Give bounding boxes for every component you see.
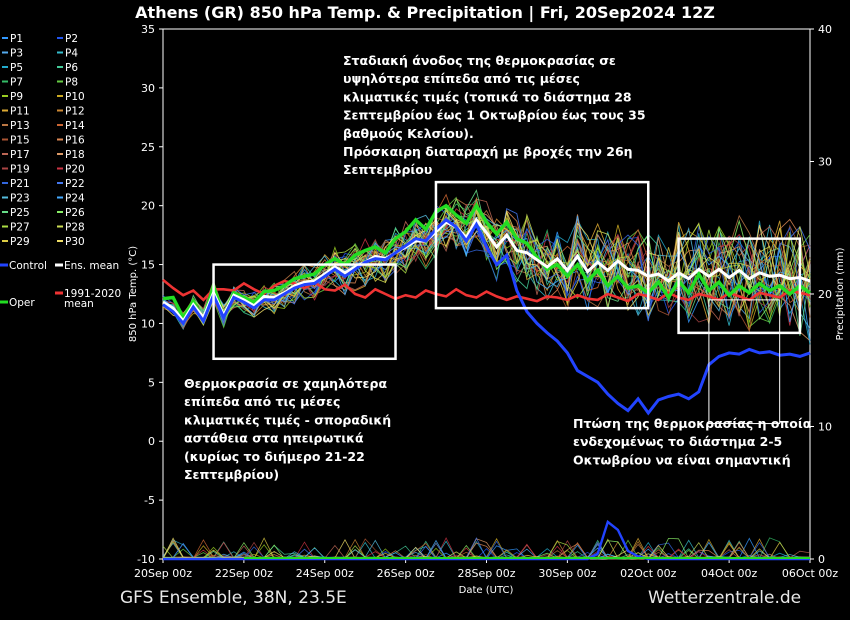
y-left-tick-label: 10 <box>141 317 155 330</box>
annotation-1-line: υψηλότερα επίπεδα από τις μέσες <box>343 71 580 86</box>
x-axis-label: Date (UTC) <box>459 585 514 596</box>
legend-label-p5: P5 <box>10 62 23 74</box>
x-tick-label: 26Sep 00z <box>377 567 435 580</box>
climate-mean-line <box>162 278 811 303</box>
footer-model-label: GFS Ensemble, 38N, 23.5E <box>120 588 347 608</box>
legend-label-p30: P30 <box>65 236 85 248</box>
annotation-4-line: Πτώση της θερμοκρασίας η οποία <box>573 416 812 431</box>
legend-label-oper: Oper <box>9 297 35 309</box>
legend-label-p19: P19 <box>10 164 30 176</box>
y-left-tick-label: 0 <box>148 435 155 448</box>
member-precip-p16 <box>162 541 810 560</box>
legend-label-p15: P15 <box>10 135 30 147</box>
member-line-p30 <box>162 210 811 320</box>
x-tick-label: 06Oct 00z <box>782 567 839 580</box>
ens-mean-line <box>162 217 811 324</box>
x-tick-label: 24Sep 00z <box>296 567 354 580</box>
y-left-tick-label: 5 <box>148 376 155 389</box>
member-line-p21 <box>162 204 811 319</box>
x-tick-label: 20Sep 00z <box>134 567 192 580</box>
y-left-tick-label: 35 <box>141 23 155 36</box>
highlight-box-2 <box>434 180 650 310</box>
legend-label-p2: P2 <box>65 33 78 45</box>
legend-label-p8: P8 <box>65 77 78 89</box>
legend-label-climate-2: mean <box>64 298 94 310</box>
legend-label-control: Control <box>9 260 47 272</box>
annotation-1-line: κλιματικές τιμές (τοπικά το διάστημα 28 <box>343 89 632 104</box>
legend-label-p4: P4 <box>65 48 78 60</box>
legend-label-p3: P3 <box>10 48 23 60</box>
legend-label-p16: P16 <box>65 135 85 147</box>
annotation-3-line: επίπεδα από τις μέσες <box>184 394 340 409</box>
legend-label-p27: P27 <box>10 222 30 234</box>
x-tick-label: 30Sep 00z <box>538 567 596 580</box>
x-tick-label: 28Sep 00z <box>458 567 516 580</box>
legend-label-ens-mean: Ens. mean <box>64 260 119 272</box>
member-line-p29 <box>162 210 811 323</box>
y-right-tick-label: 10 <box>818 421 832 434</box>
y-left-axis-label: 850 hPa Temp. (°C) <box>128 246 139 342</box>
annotation-1-line: Σεπτεμβρίου έως 1 Οκτωβρίου έως τους 35 <box>343 108 646 123</box>
y-right-tick-label: 40 <box>818 23 832 36</box>
legend-label-p23: P23 <box>10 193 30 205</box>
annotation-3-line: αστάθεια στα ηπειρωτικά <box>184 431 364 446</box>
annotation-4-line: Οκτωβρίου να είναι σημαντική <box>573 452 791 467</box>
legend-label-p17: P17 <box>10 149 30 161</box>
member-line-p24 <box>162 215 811 341</box>
x-tick-label: 22Sep 00z <box>215 567 273 580</box>
control-line <box>162 217 811 416</box>
annotation-2-line: Πρόσκαιρη διαταραχή με βροχές την 26η <box>343 144 633 159</box>
legend-label-p12: P12 <box>65 106 85 118</box>
legend-label-p21: P21 <box>10 178 30 190</box>
y-right-tick-label: 0 <box>818 553 825 566</box>
footer-source-label: Wetterzentrale.de <box>648 588 802 608</box>
legend-label-p1: P1 <box>10 33 23 45</box>
y-left-tick-label: -10 <box>137 553 155 566</box>
y-left-tick-label: 20 <box>141 200 155 213</box>
y-right-tick-label: 30 <box>818 156 832 169</box>
legend-label-p26: P26 <box>65 207 85 219</box>
y-right-tick-label: 20 <box>818 288 832 301</box>
legend-label-p25: P25 <box>10 207 30 219</box>
legend-label-p7: P7 <box>10 77 23 89</box>
annotation-3-line: Σεπτεμβρίου) <box>184 467 279 482</box>
y-left-tick-label: 15 <box>141 259 155 272</box>
legend-label-p29: P29 <box>10 236 30 248</box>
legend-label-p9: P9 <box>10 91 23 103</box>
annotation-1-line: βαθμούς Κελσίου). <box>343 126 474 141</box>
annotation-3-line: κλιματικές τιμές - σποραδική <box>184 412 391 427</box>
legend-label-p28: P28 <box>65 222 85 234</box>
x-tick-label: 02Oct 00z <box>620 567 677 580</box>
y-left-tick-label: 30 <box>141 82 155 95</box>
y-left-tick-label: 25 <box>141 141 155 154</box>
legend-label-p13: P13 <box>10 120 30 132</box>
annotation-3-line: (κυρίως το διήμερο 21-22 <box>184 449 365 464</box>
legend-label-p22: P22 <box>65 178 85 190</box>
annotation-1-line: Σταδιακή άνοδος της θερμοκρασίας σε <box>343 53 616 68</box>
oper-line <box>162 202 811 325</box>
chart-title: Athens (GR) 850 hPa Temp. & Precipitatio… <box>135 3 715 23</box>
highlight-box-1 <box>212 263 397 361</box>
annotation-2-line: Σεπτεμβρίου <box>343 162 432 177</box>
legend-label-p11: P11 <box>10 106 30 118</box>
legend-label-p10: P10 <box>65 91 85 103</box>
legend-label-p24: P24 <box>65 193 85 205</box>
x-tick-label: 04Oct 00z <box>701 567 758 580</box>
legend-label-p18: P18 <box>65 149 85 161</box>
highlight-box-4 <box>708 299 781 425</box>
legend-label-p14: P14 <box>65 120 85 132</box>
legend-label-p6: P6 <box>65 62 78 74</box>
annotation-4-line: ενδεχομένως το διάστημα 2-5 <box>573 434 782 449</box>
y-right-axis-label: Precipitation (mm) <box>835 247 846 340</box>
legend-label-climate: 1991-2020 <box>64 288 121 300</box>
highlight-box-3 <box>677 237 802 335</box>
legend-label-p20: P20 <box>65 164 85 176</box>
annotation-3-line: Θερμοκρασία σε χαμηλότερα <box>184 376 387 391</box>
y-left-tick-label: -5 <box>144 494 155 507</box>
